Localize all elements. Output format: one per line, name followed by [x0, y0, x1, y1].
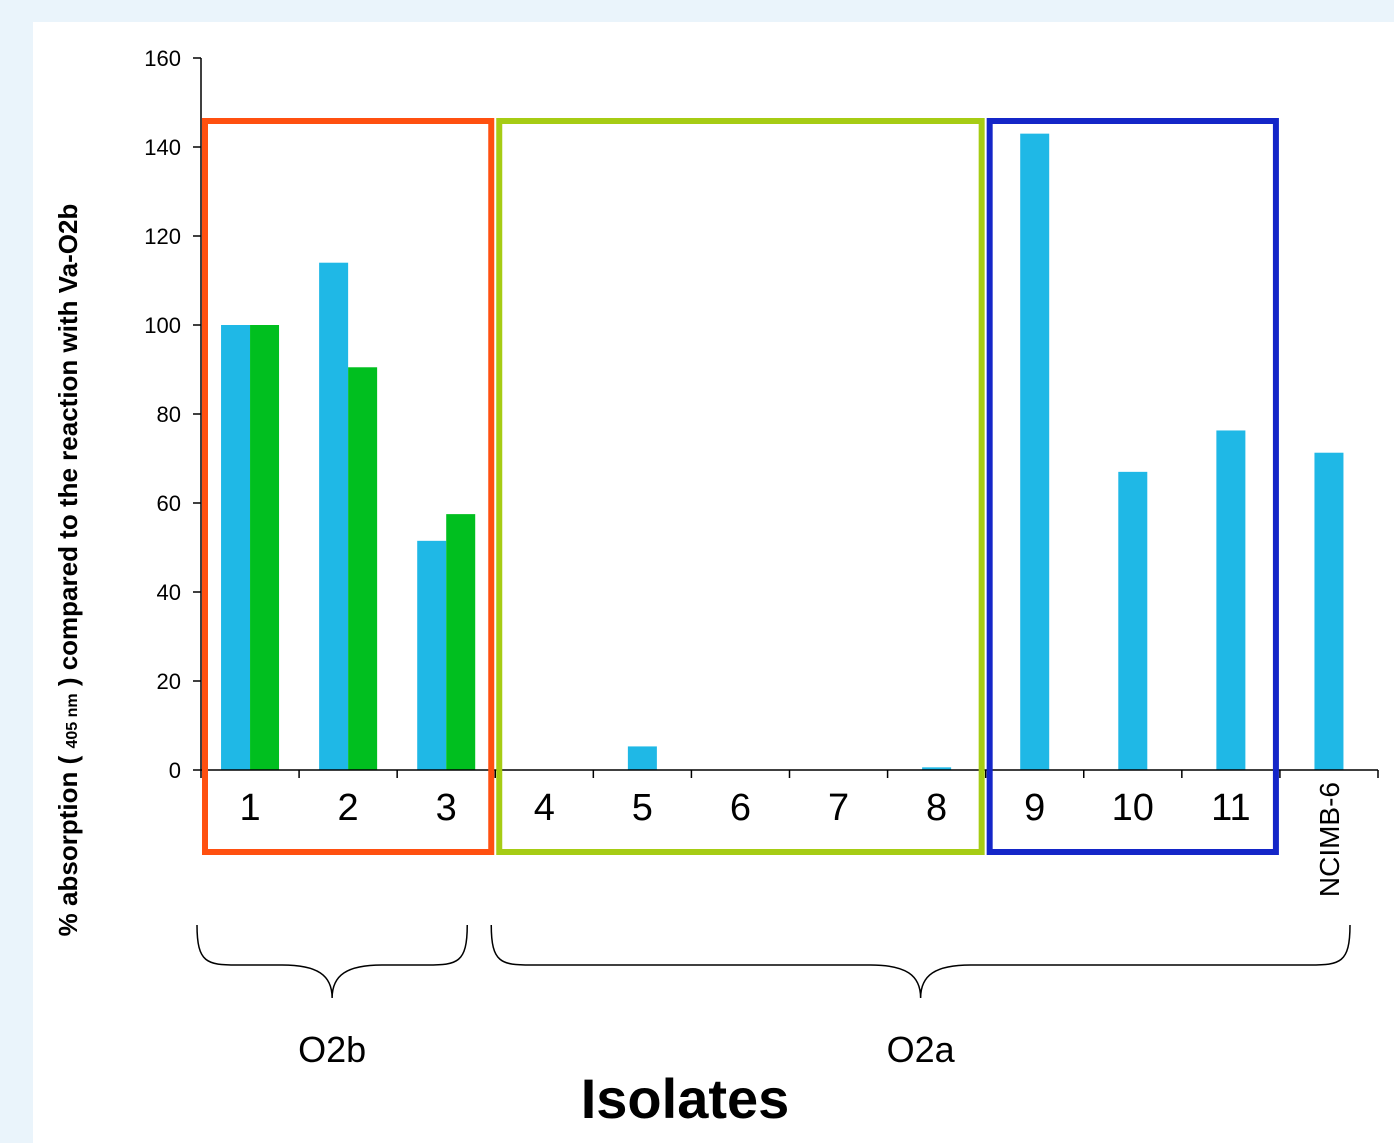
bar-series1-11: [1216, 430, 1246, 770]
x-tick-label-8: 8: [926, 787, 947, 829]
y-tick-label-80: 80: [157, 402, 181, 427]
y-tick-label-40: 40: [157, 580, 181, 605]
bar-series1-5: [627, 746, 657, 770]
group-brace-O2a: [490, 924, 1351, 999]
highlight-box-1: [202, 118, 495, 855]
bar-series1-3: [417, 540, 447, 770]
x-tick-label-9: 9: [1024, 787, 1045, 829]
x-tick-label-5: 5: [632, 787, 653, 829]
bar-series1-1: [221, 325, 251, 770]
highlight-box-3: [986, 118, 1279, 855]
x-tick-label-NCIMB-6: NCIMB-6: [1314, 782, 1345, 897]
x-tick-label-4: 4: [534, 787, 555, 829]
bar-series1-8: [922, 767, 952, 770]
y-axis-title-part1: % absorption (: [53, 749, 83, 937]
y-tick-label-120: 120: [144, 224, 181, 249]
group-label-O2b: O2b: [298, 1029, 366, 1070]
highlight-box-2: [496, 118, 985, 855]
x-tick-label-1: 1: [239, 787, 260, 829]
y-axis-title-subscript: 405 nm: [64, 693, 81, 748]
bar-series1-NCIMB-6: [1314, 452, 1344, 770]
y-tick-label-160: 160: [144, 46, 181, 71]
y-axis-title-part2: ) compared to the reaction with Va-O2b: [53, 204, 83, 694]
bar-series2-2: [348, 367, 378, 770]
x-tick-label-2: 2: [338, 787, 359, 829]
x-axis-title: Isolates: [581, 1067, 790, 1130]
y-tick-label-140: 140: [144, 135, 181, 160]
x-tick-label-3: 3: [436, 787, 457, 829]
y-tick-label-100: 100: [144, 313, 181, 338]
x-tick-label-11: 11: [1211, 787, 1250, 829]
bar-series1-10: [1118, 471, 1148, 770]
group-label-O2a: O2a: [887, 1029, 956, 1070]
y-tick-label-20: 20: [157, 669, 181, 694]
x-tick-label-6: 6: [730, 787, 751, 829]
bar-series2-3: [446, 514, 476, 770]
bar-series1-9: [1020, 133, 1050, 770]
bar-series2-1: [250, 325, 280, 770]
y-axis-title: % absorption ( 405 nm ) compared to the …: [53, 204, 83, 937]
y-tick-label-0: 0: [169, 758, 181, 783]
x-tick-label-10: 10: [1112, 787, 1154, 829]
bar-series1-2: [319, 262, 349, 770]
group-brace-O2b: [196, 924, 468, 999]
y-tick-label-60: 60: [157, 491, 181, 516]
x-tick-label-7: 7: [828, 787, 849, 829]
